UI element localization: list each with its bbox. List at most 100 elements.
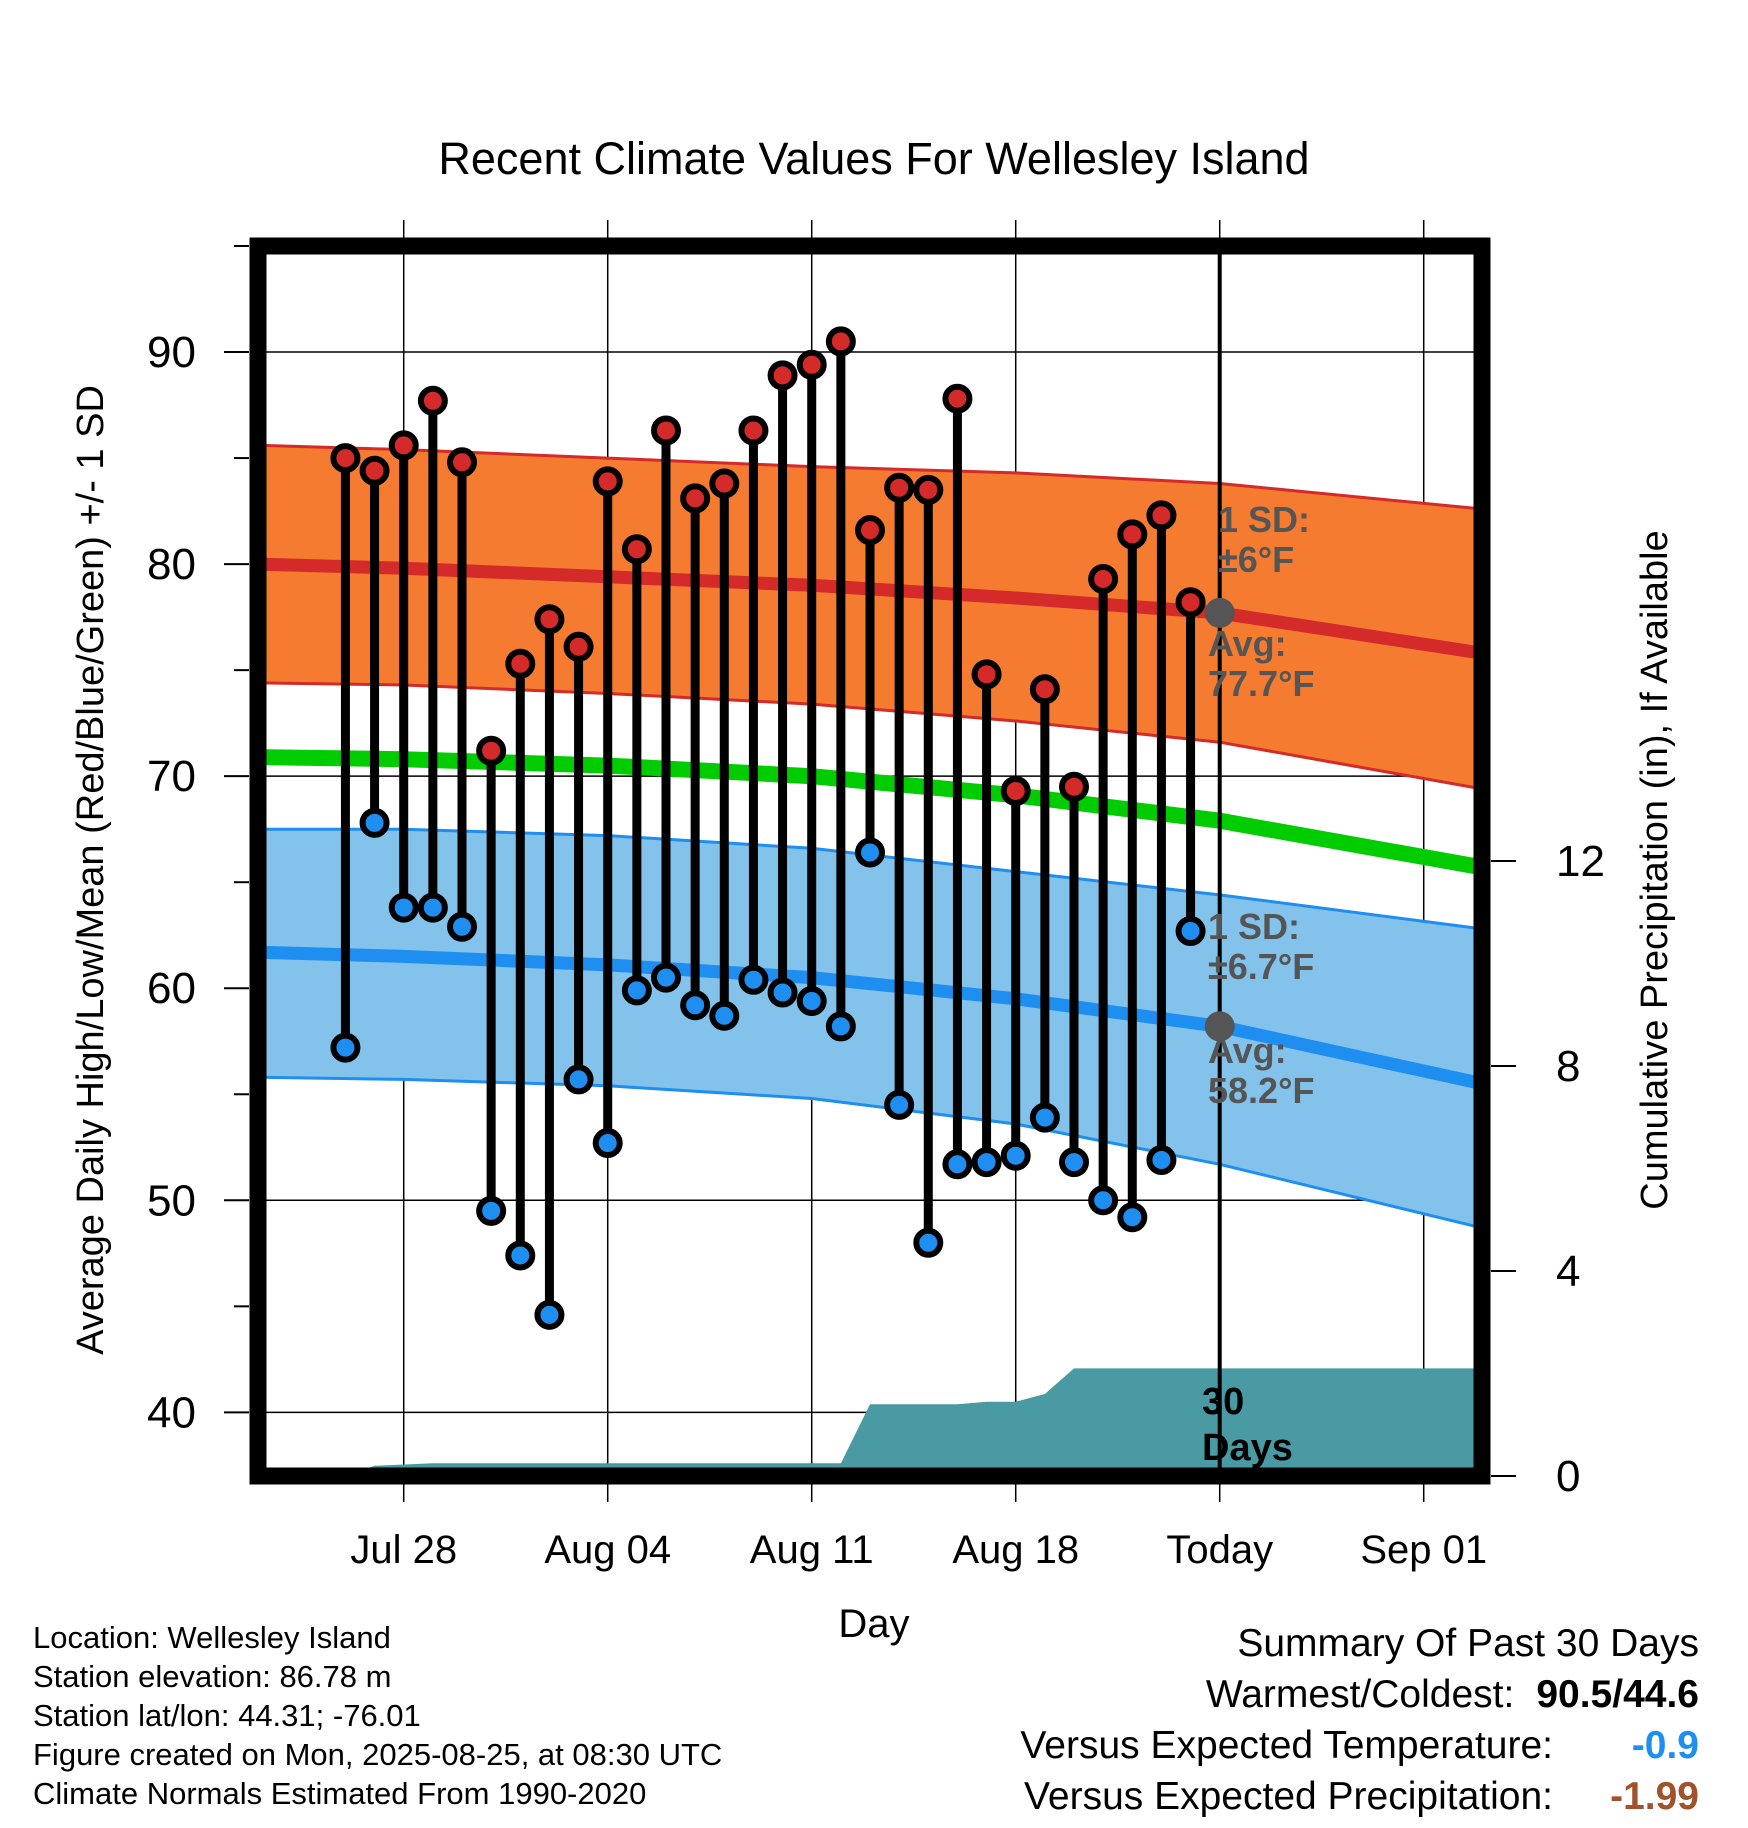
- precip-cumulative-area: [258, 1368, 1482, 1476]
- daily-points: [330, 326, 1206, 1330]
- high-point: [1175, 587, 1206, 618]
- high-point: [680, 483, 711, 514]
- y-axis-right-label: Cumulative Precipitation (in), If Availa…: [1634, 530, 1676, 1209]
- low-point: [1059, 1147, 1089, 1178]
- x-axis-label: Day: [838, 1602, 909, 1646]
- low-point: [1088, 1185, 1119, 1216]
- low-point: [621, 975, 652, 1006]
- low-point: [505, 1240, 536, 1271]
- low-point: [942, 1149, 973, 1180]
- high-point: [1088, 563, 1119, 594]
- axes: 40 50 60 70 80 90 0 4 8 12 Jul 28 Aug 04 Aug 11 Aug 1…: [147, 245, 1605, 1572]
- high-point: [621, 534, 652, 565]
- low-point: [534, 1299, 565, 1330]
- daily-range-stems: [340, 341, 1196, 1315]
- y-right-tick-label: 0: [1556, 1452, 1580, 1501]
- high-point: [534, 604, 565, 635]
- low-sd-annotation: 1 SD: ±6.7°F: [1208, 906, 1314, 987]
- low-point: [825, 1011, 856, 1042]
- today-line: [1204, 246, 1235, 1476]
- low-point: [1000, 1140, 1031, 1171]
- high-point: [1117, 519, 1148, 550]
- summary-precip-row: Versus Expected Precipitation: -1.99: [1020, 1771, 1699, 1822]
- high-avg-label-line2: 77.7°F: [1208, 663, 1314, 704]
- x-tick-label: Aug 11: [750, 1528, 874, 1572]
- low-point: [1146, 1145, 1177, 1176]
- x-tick-label: Aug 04: [544, 1528, 671, 1572]
- summary-temp-row: Versus Expected Temperature: -0.9: [1020, 1720, 1699, 1771]
- high-point: [476, 735, 507, 766]
- precip-departure-label: Versus Expected Precipitation:: [1024, 1775, 1553, 1818]
- figure-created: Figure created on Mon, 2025-08-25, at 08…: [33, 1737, 723, 1772]
- low-point: [709, 1000, 740, 1031]
- high-avg-annotation: Avg: 77.7°F: [1208, 623, 1314, 704]
- high-point: [388, 430, 419, 461]
- low-point: [884, 1089, 915, 1120]
- x-tick-label: Aug 18: [952, 1528, 1079, 1572]
- high-point: [1000, 776, 1031, 807]
- low-point: [913, 1227, 944, 1258]
- high-sd-label-line1: 1 SD:: [1218, 499, 1310, 540]
- high-point: [767, 360, 798, 391]
- high-sd-label-line2: ±6°F: [1218, 539, 1294, 580]
- low-point: [1029, 1102, 1060, 1133]
- high-point: [1059, 771, 1089, 802]
- precip-area: [258, 1368, 1482, 1476]
- summary-panel: Summary Of Past 30 Days Warmest/Coldest:…: [1020, 1618, 1699, 1822]
- station-info: Location: Wellesley Island Station eleva…: [33, 1618, 722, 1813]
- low-point: [651, 962, 681, 993]
- climate-normals-period: Climate Normals Estimated From 1990-2020: [33, 1776, 647, 1811]
- low-point: [476, 1195, 507, 1226]
- low-point: [796, 985, 827, 1016]
- chart-title: Recent Climate Values For Wellesley Isla…: [438, 133, 1309, 184]
- y-right-tick-label: 4: [1556, 1247, 1580, 1296]
- high-point: [592, 466, 623, 497]
- high-point: [709, 468, 740, 499]
- low-point: [1175, 915, 1206, 946]
- y-right-tick-label: 8: [1556, 1042, 1580, 1091]
- y-axis-label: Average Daily High/Low/Mean (Red/Blue/Gr…: [70, 385, 112, 1355]
- high-point: [1029, 674, 1060, 705]
- low-point: [680, 990, 711, 1021]
- high-point: [942, 383, 973, 414]
- x-tick-label: Jul 28: [350, 1528, 457, 1572]
- summary-title: Summary Of Past 30 Days: [1237, 1622, 1699, 1665]
- high-point: [330, 443, 361, 474]
- y-tick-label: 70: [147, 752, 196, 801]
- window-annotation: 30 Days: [1202, 1381, 1293, 1469]
- low-point: [359, 807, 390, 838]
- high-point: [447, 447, 477, 478]
- low-point: [855, 837, 885, 868]
- low-point: [592, 1128, 623, 1159]
- low-point: [738, 964, 769, 995]
- warmest-value: 90.5/44.6: [1536, 1673, 1699, 1716]
- low-sd-band: [258, 829, 1482, 1228]
- station-location: Location: Wellesley Island: [33, 1620, 391, 1655]
- window-label-line1: 30: [1202, 1381, 1244, 1423]
- x-tick-label: Sep 01: [1360, 1528, 1487, 1572]
- high-avg-label-line1: Avg:: [1208, 623, 1287, 664]
- station-elevation: Station elevation: 86.78 m: [33, 1659, 392, 1694]
- low-sd-label-line1: 1 SD:: [1208, 906, 1300, 947]
- high-point: [855, 515, 885, 546]
- high-point: [825, 326, 856, 357]
- low-point: [330, 1032, 361, 1063]
- low-point: [388, 892, 419, 923]
- temp-departure-value: -0.9: [1631, 1724, 1699, 1767]
- low-point: [1117, 1202, 1148, 1233]
- low-avg-label-line1: Avg:: [1208, 1030, 1287, 1071]
- y-tick-label: 50: [147, 1176, 196, 1225]
- high-point: [417, 385, 448, 416]
- high-point: [563, 631, 594, 662]
- summary-warmest-row: Warmest/Coldest: 90.5/44.6: [1020, 1669, 1699, 1720]
- y-tick-label: 60: [147, 964, 196, 1013]
- temp-departure-label: Versus Expected Temperature:: [1020, 1724, 1553, 1767]
- high-point: [971, 659, 1002, 690]
- high-point: [651, 415, 681, 446]
- high-sd-annotation: 1 SD: ±6°F: [1218, 499, 1310, 580]
- y-tick-label: 90: [147, 328, 196, 377]
- station-latlon: Station lat/lon: 44.31; -76.01: [33, 1698, 421, 1733]
- y-tick-label: 80: [147, 540, 196, 589]
- precip-departure-value: -1.99: [1610, 1775, 1699, 1818]
